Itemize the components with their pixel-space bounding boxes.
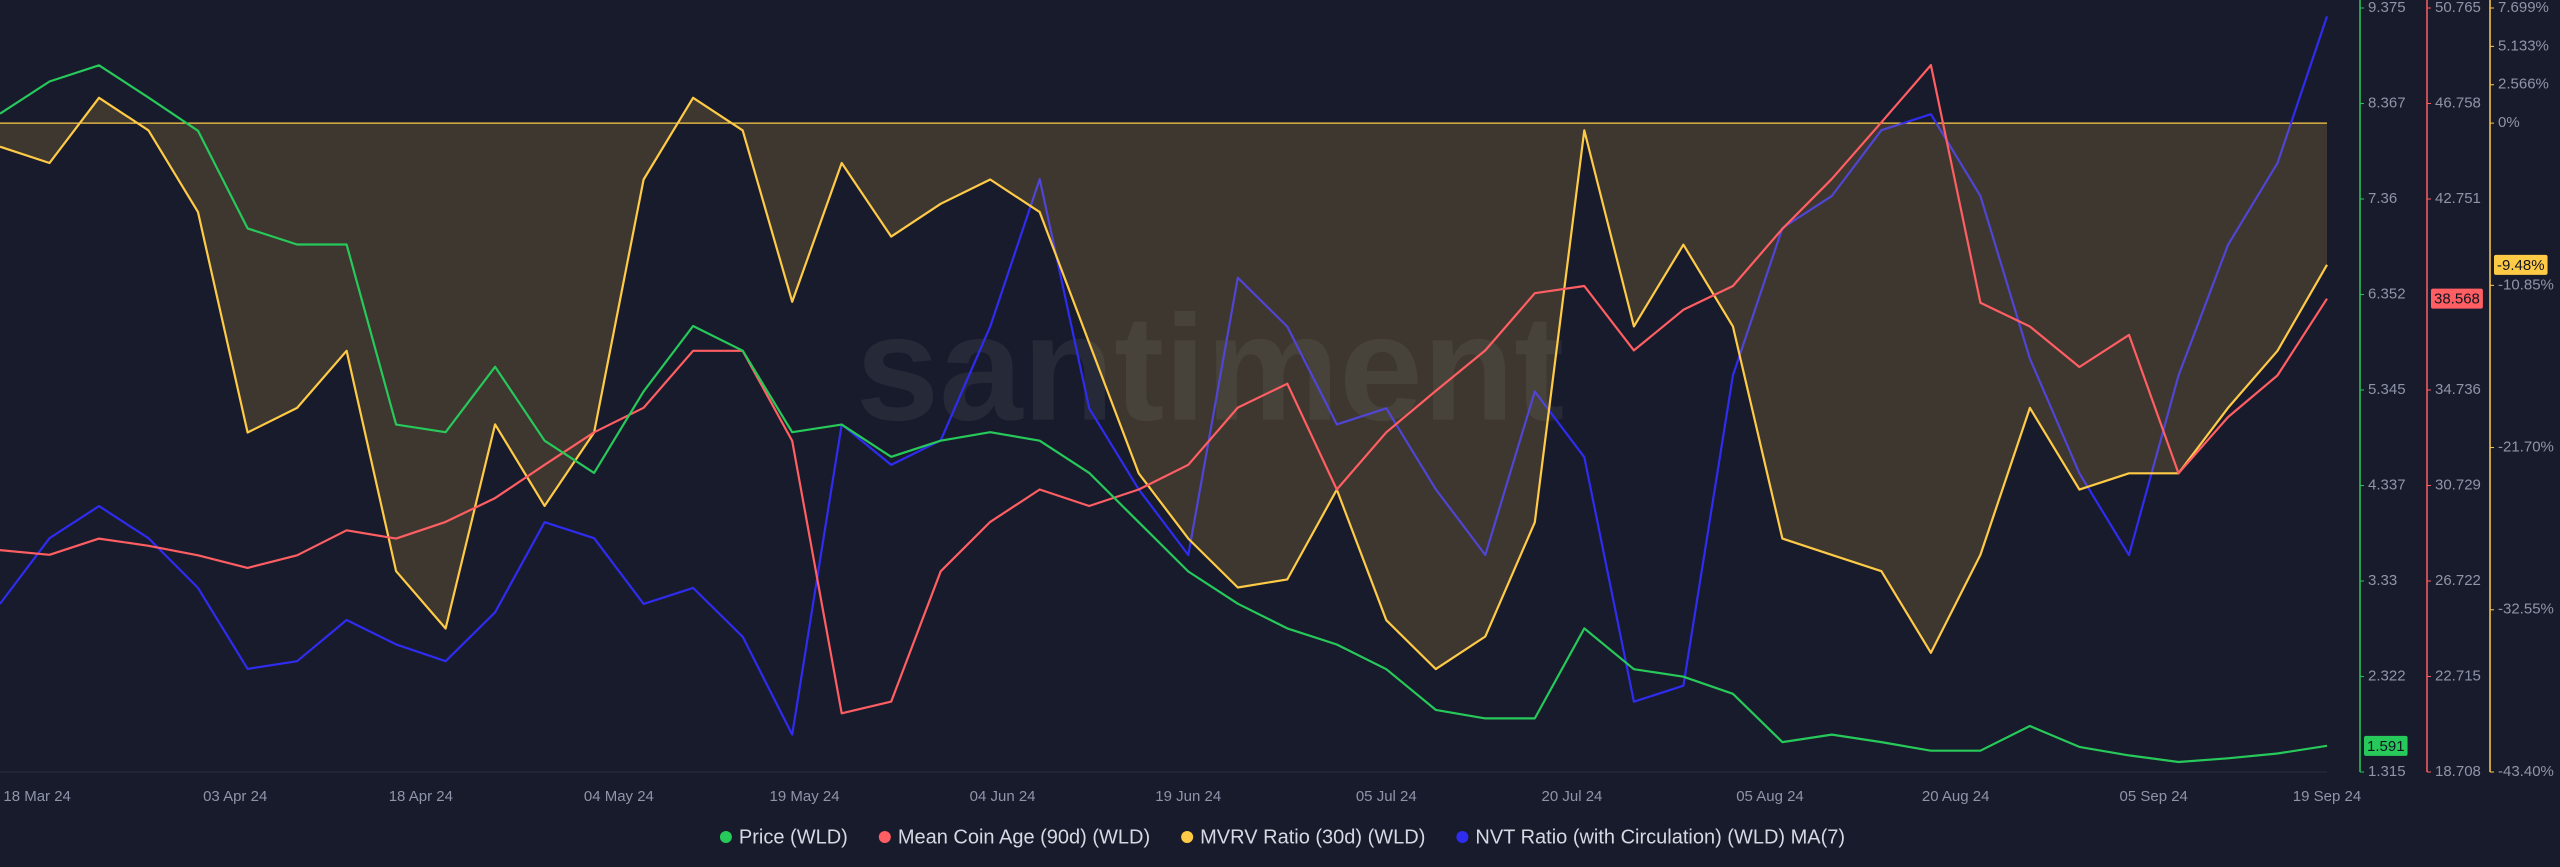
y-tick-label: 46.758 <box>2435 94 2481 111</box>
legend-marker <box>1181 831 1194 843</box>
legend-marker <box>719 831 732 843</box>
x-tick-label: 03 Apr 24 <box>203 788 267 805</box>
series-line <box>0 96 2328 671</box>
x-tick-label: 04 Jun 24 <box>970 788 1036 805</box>
end-label: 1.591 <box>2367 738 2405 755</box>
x-tick-label: 18 Mar 24 <box>3 788 71 805</box>
end-label: 38.568 <box>2434 291 2480 308</box>
legend-marker <box>1456 831 1469 843</box>
y-tick-label: 5.133% <box>2498 37 2549 54</box>
y-tick-label: 7.36 <box>2368 190 2397 207</box>
watermark: santiment <box>856 284 1564 452</box>
y-tick-label: 22.715 <box>2435 667 2481 684</box>
y-tick-label: 30.729 <box>2435 476 2481 493</box>
y-tick-label: 42.751 <box>2435 190 2481 207</box>
y-tick-label: -43.40% <box>2498 763 2554 780</box>
y-tick-label: 18.708 <box>2435 763 2481 780</box>
y-tick-label: 2.322 <box>2368 668 2406 685</box>
x-tick-label: 20 Aug 24 <box>1922 788 1990 805</box>
legend-label[interactable]: Mean Coin Age (90d) (WLD) <box>898 826 1150 848</box>
y-tick-label: 26.722 <box>2435 572 2481 589</box>
x-tick-label: 19 May 24 <box>770 788 840 805</box>
end-badge <box>2494 254 2548 275</box>
series-line <box>0 16 2329 736</box>
end-badge <box>2364 735 2408 756</box>
x-tick-label: 05 Sep 24 <box>2120 788 2188 805</box>
legend-label[interactable]: MVRV Ratio (30d) (WLD) <box>1200 826 1425 848</box>
x-tick-label: 19 Jun 24 <box>1155 788 1221 805</box>
legend-label[interactable]: Price (WLD) <box>739 826 848 848</box>
area <box>0 97 2327 670</box>
end-label: -9.48% <box>2497 257 2545 274</box>
y-tick-label: 4.337 <box>2368 477 2406 494</box>
legend: Price (WLD) Mean Coin Age (90d) (WLD) MVRV… <box>719 826 1845 848</box>
y-tick-label: 6.352 <box>2368 286 2406 303</box>
x-tick-label: 18 Apr 24 <box>389 788 453 805</box>
y-tick-label: 8.367 <box>2368 95 2406 112</box>
x-tick-label: 04 May 24 <box>584 788 654 805</box>
y-tick-label: 2.566% <box>2498 76 2549 93</box>
x-tick-label: 05 Aug 24 <box>1736 788 1804 805</box>
y-tick-label: 1.315 <box>2368 763 2406 780</box>
legend-label[interactable]: NVT Ratio (with Circulation) (WLD) MA(7) <box>1475 826 1845 848</box>
y-tick-label: 7.699% <box>2498 0 2549 16</box>
y-tick-label: -10.85% <box>2498 276 2554 293</box>
y-tick-label: 34.736 <box>2435 381 2481 398</box>
series-line <box>0 63 2328 715</box>
y-tick-label: 50.765 <box>2435 0 2481 16</box>
y-tick-label: 0% <box>2498 114 2520 131</box>
end-badge <box>2431 288 2483 309</box>
x-tick-label: 05 Jul 24 <box>1356 788 1417 805</box>
series-line <box>0 64 2328 764</box>
y-tick-label: 9.375 <box>2368 0 2406 16</box>
y-tick-label: -21.70% <box>2498 439 2554 456</box>
x-tick-label: 19 Sep 24 <box>2293 788 2361 805</box>
y-tick-label: 3.33 <box>2368 572 2397 589</box>
x-tick-label: 20 Jul 24 <box>1542 788 1603 805</box>
y-tick-label: -32.55% <box>2498 601 2554 618</box>
y-tick-label: 5.345 <box>2368 381 2406 398</box>
legend-marker <box>878 831 891 843</box>
